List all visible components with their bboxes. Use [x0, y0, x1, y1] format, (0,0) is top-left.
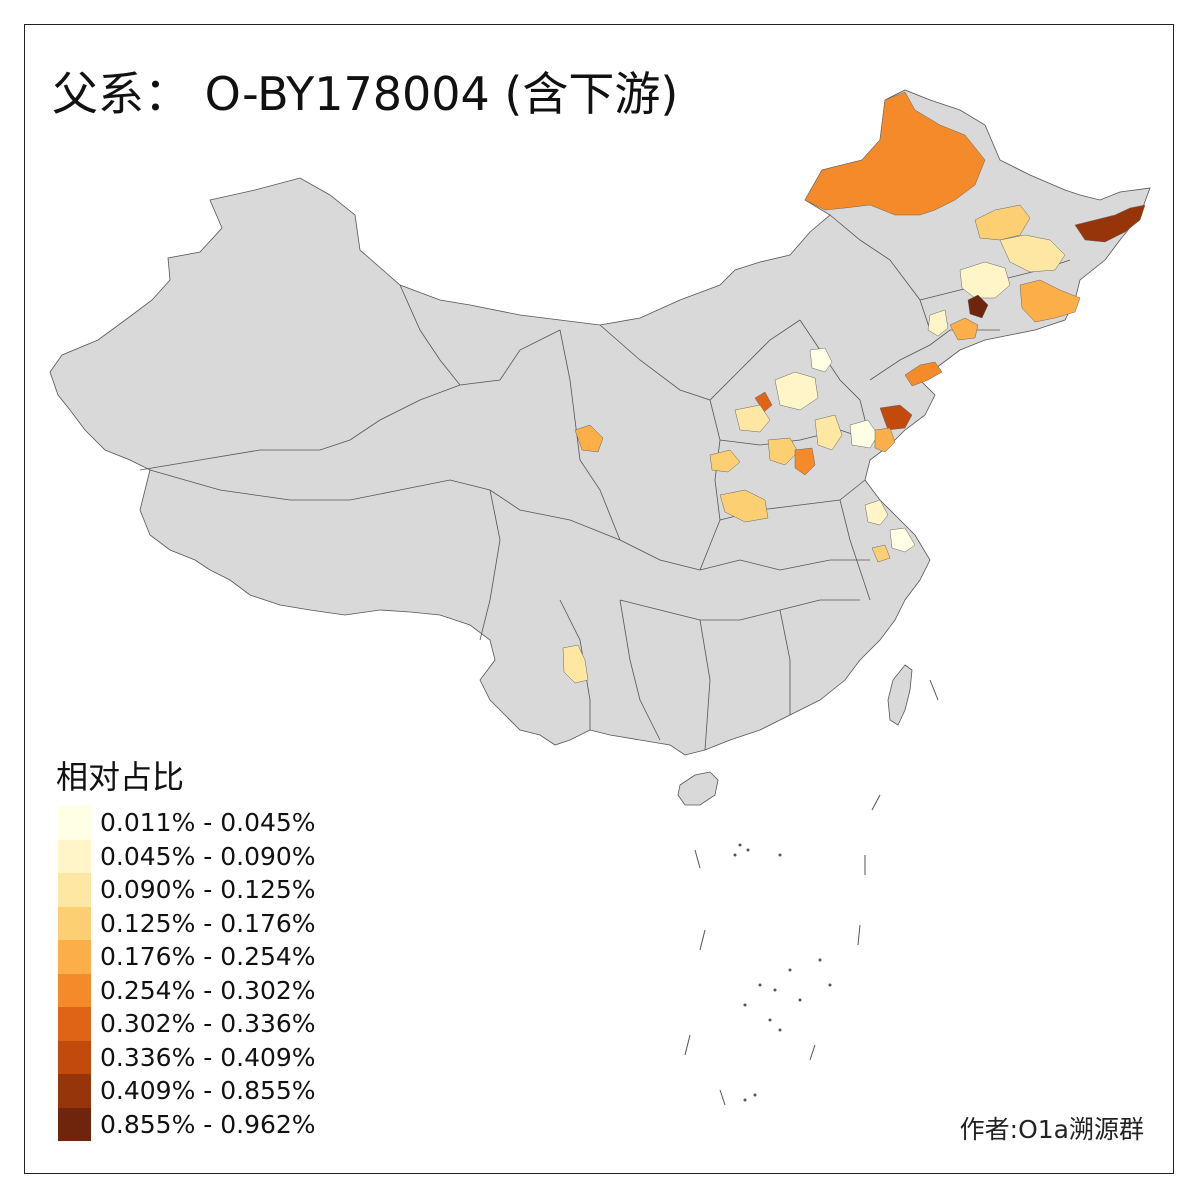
south-sea-dots [733, 843, 832, 1102]
region-hebei-mid [774, 371, 819, 411]
legend: 0.011% - 0.045% 0.045% - 0.090% 0.090% -… [58, 806, 358, 1141]
region-qingdao [879, 404, 913, 431]
region-henan-north [794, 447, 816, 476]
region-heilongjiang-east [1074, 204, 1146, 243]
region-shandong-east [874, 427, 896, 453]
region-shaanxi [709, 449, 741, 473]
south-sea-islands [684, 679, 939, 1106]
legend-label: 0.855% - 0.962% [100, 1109, 316, 1139]
region-jiangsu-north [864, 499, 889, 526]
legend-label: 0.302% - 0.336% [100, 1009, 316, 1039]
legend-swatch [58, 906, 91, 940]
legend-label: 0.090% - 0.125% [100, 875, 316, 905]
region-liaoning [949, 317, 979, 341]
legend-label: 0.125% - 0.176% [100, 908, 316, 938]
legend-item: 0.409% - 0.855% [58, 1074, 358, 1108]
region-hebei-north [809, 347, 833, 373]
legend-label: 0.254% - 0.302% [100, 975, 316, 1005]
region-shanxi-mid [734, 404, 771, 433]
region-henan-south [719, 489, 769, 523]
region-liaoning-west [927, 309, 949, 337]
legend-swatch [58, 940, 91, 974]
legend-swatch [58, 1074, 91, 1108]
region-shanxi-south [767, 437, 799, 466]
legend-swatch [58, 973, 91, 1007]
region-yunnan [562, 644, 589, 684]
legend-swatch [58, 873, 91, 907]
legend-label: 0.336% - 0.409% [100, 1042, 316, 1072]
legend-label: 0.045% - 0.090% [100, 841, 316, 871]
legend-item: 0.090% - 0.125% [58, 873, 358, 907]
legend-title: 相对占比 [56, 758, 185, 796]
legend-item: 0.125% - 0.176% [58, 906, 358, 940]
region-jilin-west [959, 261, 1011, 299]
region-jiangsu-south [889, 527, 916, 553]
region-heilongjiang-south [999, 234, 1066, 273]
legend-item: 0.336% - 0.409% [58, 1040, 358, 1074]
region-ningxia [574, 424, 604, 453]
legend-item: 0.045% - 0.090% [58, 839, 358, 873]
legend-swatch [58, 1007, 91, 1041]
region-hebei-south [814, 414, 843, 451]
region-jilin-center [967, 294, 989, 319]
legend-item: 0.302% - 0.336% [58, 1007, 358, 1041]
legend-swatch [58, 806, 91, 840]
region-dalian [904, 361, 943, 387]
hainan-island [677, 771, 719, 806]
legend-label: 0.409% - 0.855% [100, 1076, 316, 1106]
legend-item: 0.011% - 0.045% [58, 806, 358, 840]
legend-swatch [58, 1107, 91, 1141]
region-hulunbuir [804, 91, 986, 216]
author-credit: 作者:O1a溯源群 [959, 1115, 1144, 1144]
legend-swatch [58, 1040, 91, 1074]
legend-item: 0.254% - 0.302% [58, 973, 358, 1007]
taiwan-island [887, 664, 913, 726]
legend-item: 0.176% - 0.254% [58, 940, 358, 974]
region-heilongjiang-mid [974, 204, 1031, 241]
legend-label: 0.011% - 0.045% [100, 808, 316, 838]
colored-regions [562, 91, 1146, 684]
legend-swatch [58, 839, 91, 873]
region-anhui [871, 544, 891, 563]
legend-label: 0.176% - 0.254% [100, 942, 316, 972]
region-shandong-west [849, 419, 879, 449]
legend-item: 0.855% - 0.962% [58, 1107, 358, 1141]
map-title: 父系： O-BY178004 (含下游) [52, 67, 679, 121]
region-jilin-east [1019, 279, 1081, 323]
china-landmass [49, 89, 1151, 756]
